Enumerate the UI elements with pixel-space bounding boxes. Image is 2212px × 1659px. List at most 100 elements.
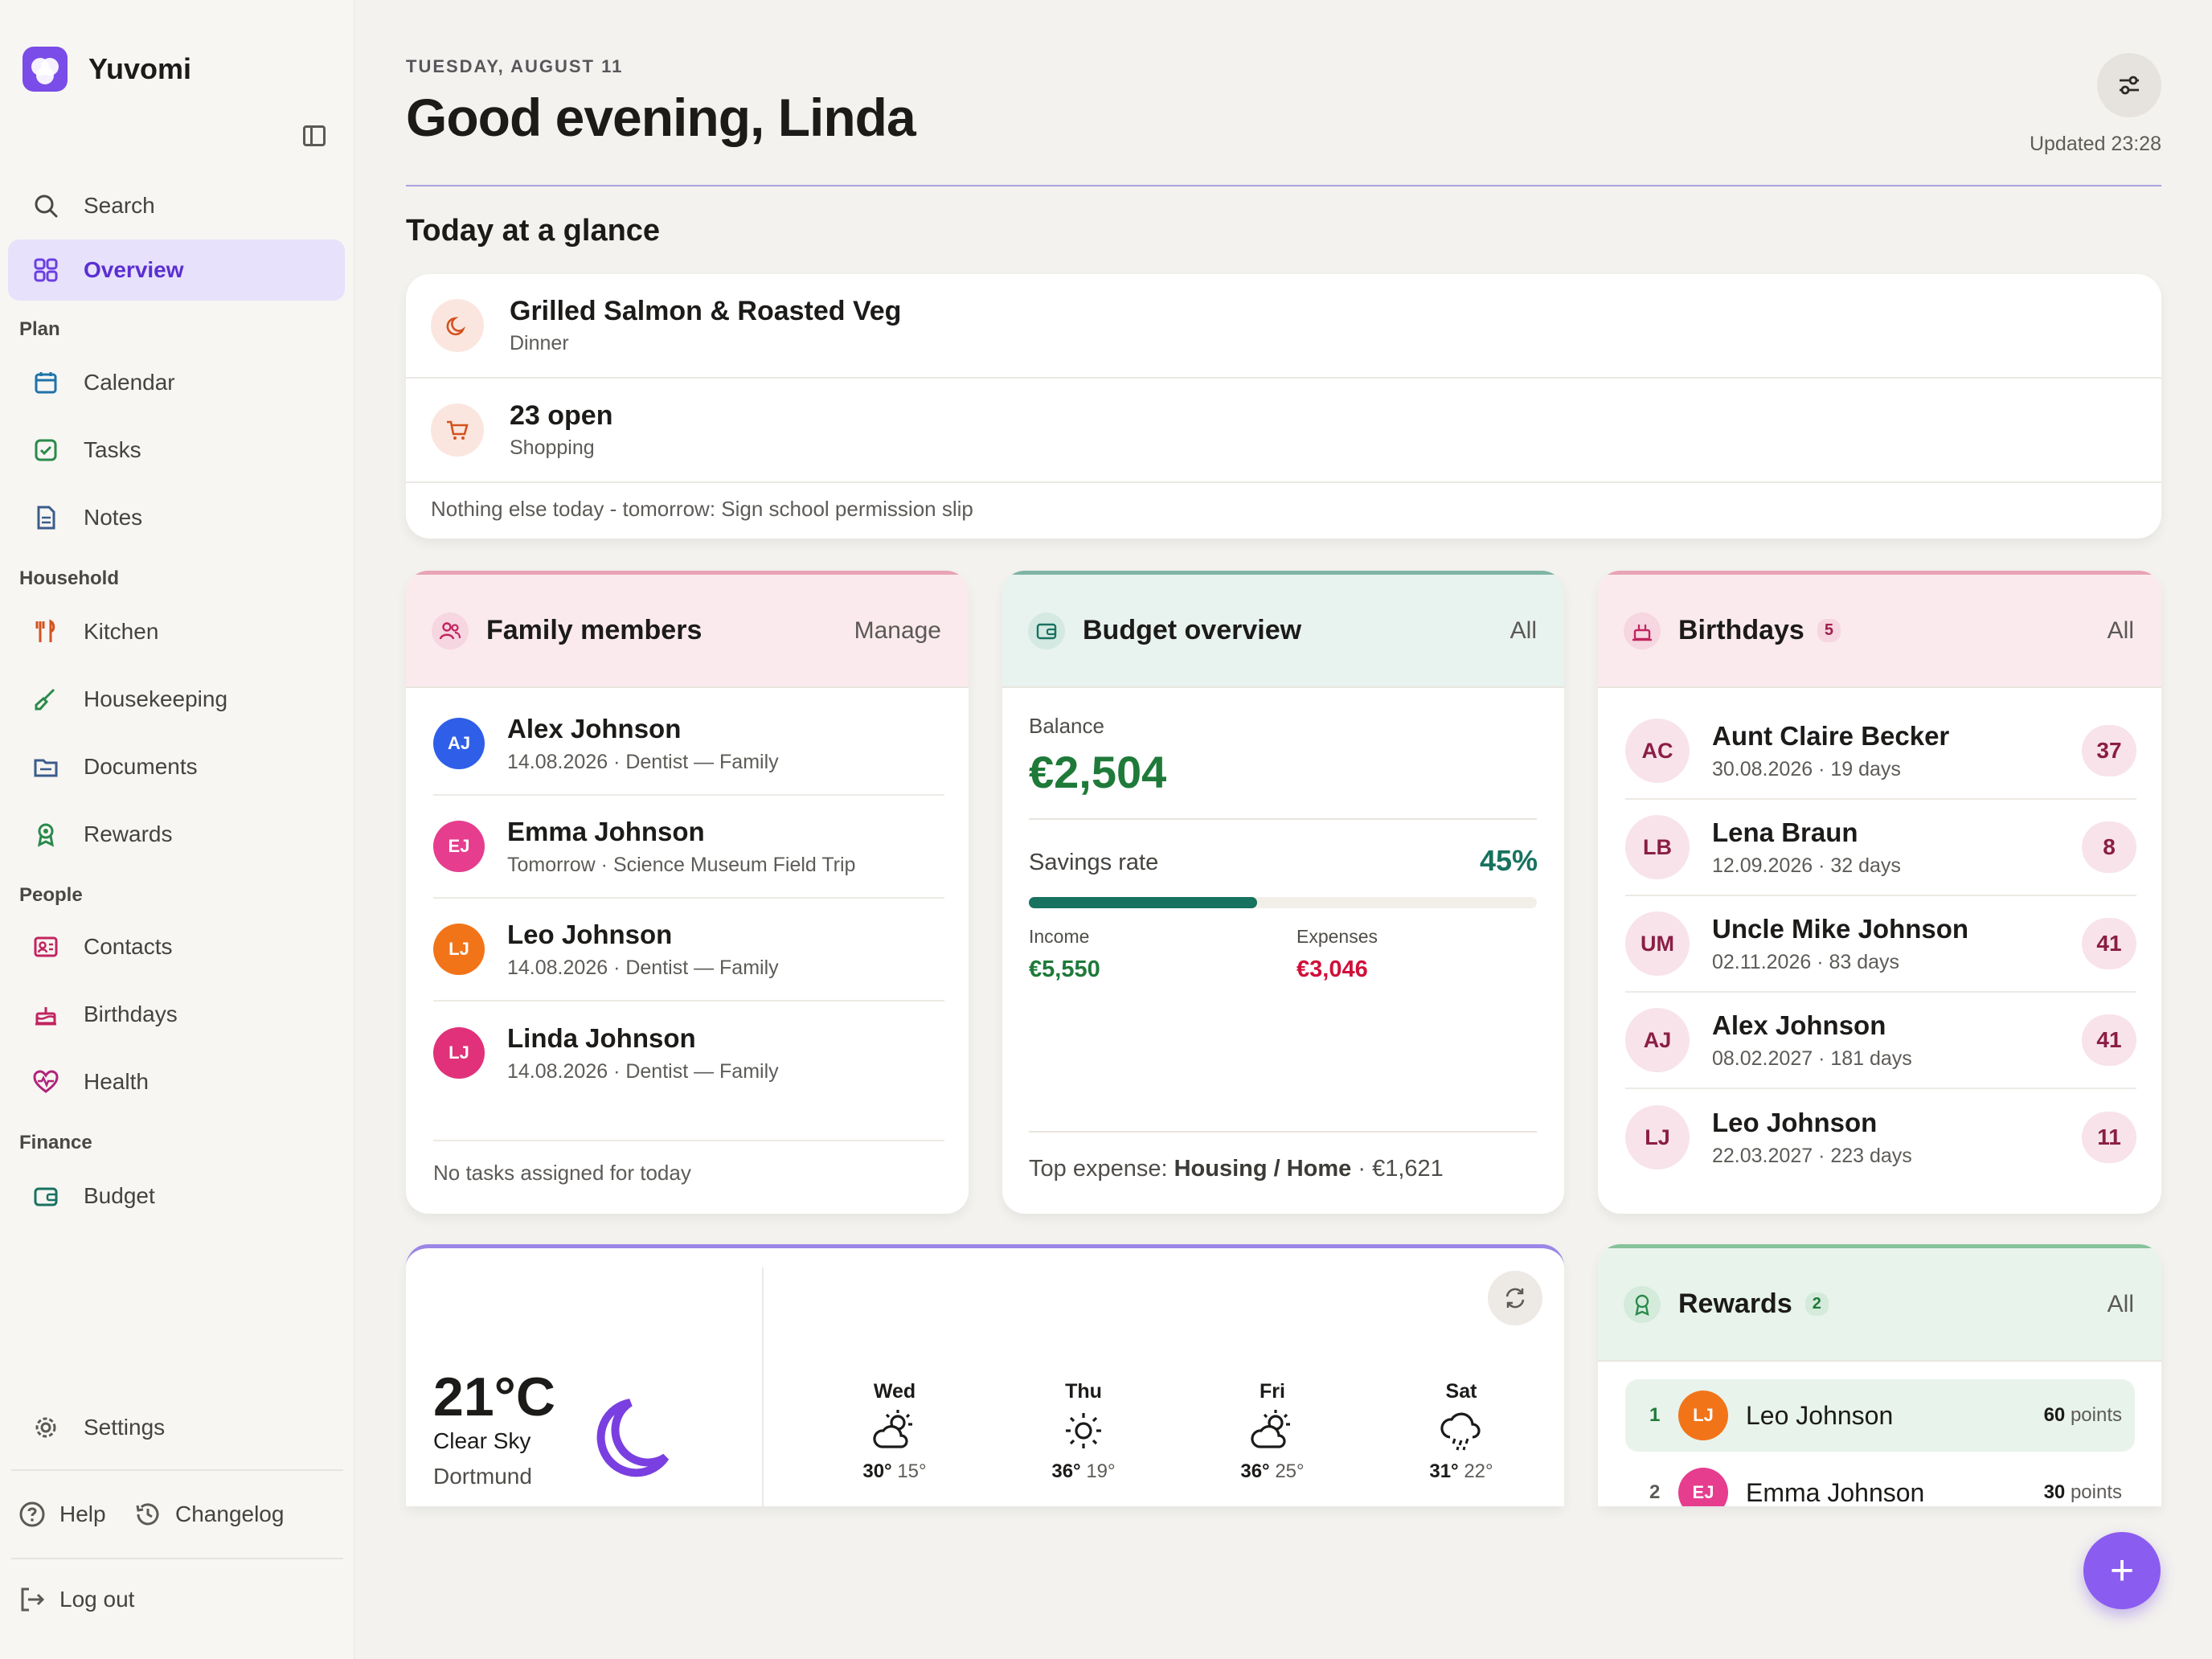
- sliders-icon: [2120, 76, 2139, 95]
- manage-family-link[interactable]: Manage: [854, 616, 941, 644]
- history-icon: [136, 1503, 159, 1526]
- top-expense: Top expense: Housing / Home · €1,621: [1029, 1156, 1444, 1182]
- today-glance-card: Grilled Salmon & Roasted Veg Dinner 23 o…: [406, 274, 2161, 539]
- leaderboard-row[interactable]: 2 EJ Emma Johnson 30 points: [1625, 1456, 2135, 1506]
- birthday-row[interactable]: UM Uncle Mike Johnson 02.11.2026 · 83 day…: [1625, 896, 2136, 993]
- glance-heading: Today at a glance: [406, 214, 661, 248]
- family-member-row[interactable]: AJ Alex Johnson 14.08.2026 · Dentist — Fa…: [433, 693, 944, 796]
- leaderboard-row[interactable]: 1 LJ Leo Johnson 60 points: [1625, 1379, 2135, 1452]
- dashboard-icon: [32, 256, 59, 284]
- expenses-label: Expenses: [1296, 926, 1378, 947]
- nav-overview[interactable]: Overview: [8, 240, 345, 301]
- member-detail: 14.08.2026 · Dentist — Family: [507, 750, 779, 773]
- birthday-detail: 30.08.2026 · 19 days: [1712, 757, 1901, 780]
- brand[interactable]: Yuvomi: [23, 47, 191, 92]
- rewards-card: Rewards 2 All 1 LJ Leo Johnson 60 points…: [1598, 1244, 2161, 1506]
- avatar: EJ: [433, 821, 485, 872]
- birthdays-card: Birthdays 5 All AC Aunt Claire Becker 30.…: [1598, 571, 2161, 1214]
- heart-pulse-icon: [32, 1068, 59, 1096]
- birthday-name: Lena Braun: [1712, 817, 1858, 847]
- nav-documents-label: Documents: [84, 754, 198, 779]
- nav-kitchen[interactable]: Kitchen: [8, 601, 345, 662]
- changelog-label: Changelog: [175, 1501, 285, 1526]
- nav-tasks[interactable]: Tasks: [8, 420, 345, 481]
- forecast-day: Sat 31° 22°: [1397, 1380, 1526, 1483]
- budget-all-link[interactable]: All: [1509, 616, 1537, 644]
- collapse-sidebar-icon[interactable]: [303, 125, 326, 146]
- forecast-low: 19°: [1086, 1460, 1116, 1482]
- nav-health-label: Health: [84, 1069, 149, 1094]
- balance-label: Balance: [1029, 714, 1104, 738]
- nav-rewards[interactable]: Rewards: [8, 804, 345, 865]
- nav-budget[interactable]: Budget: [8, 1165, 345, 1227]
- points-unit: points: [2070, 1404, 2122, 1426]
- nav-housekeeping[interactable]: Housekeeping: [8, 669, 345, 730]
- rewards-all-link[interactable]: All: [2107, 1290, 2134, 1317]
- refresh-icon: [1505, 1288, 1525, 1309]
- nav-calendar[interactable]: Calendar: [8, 352, 345, 413]
- birthday-row[interactable]: LJ Leo Johnson 22.03.2027 · 223 days 11: [1625, 1089, 2136, 1186]
- divider: [1029, 1131, 1537, 1133]
- users-icon: [432, 612, 469, 649]
- expenses-value: €3,046: [1296, 956, 1368, 982]
- family-member-row[interactable]: LJ Linda Johnson 14.08.2026 · Dentist — F…: [433, 1002, 944, 1104]
- partly-cloudy-icon: [1208, 1408, 1337, 1457]
- add-button[interactable]: +: [2083, 1532, 2161, 1609]
- calendar-icon: [32, 369, 59, 396]
- sidebar: Yuvomi Search Overview Plan Calendar Tas…: [0, 0, 354, 1659]
- wallet-icon: [1028, 612, 1065, 649]
- birthday-row[interactable]: AC Aunt Claire Becker 30.08.2026 · 19 day…: [1625, 703, 2136, 800]
- logout-icon: [21, 1587, 45, 1612]
- budget-card: Budget overview All Balance €2,504 Savin…: [1002, 571, 1564, 1214]
- section-household: Household: [19, 567, 119, 589]
- nav-contacts[interactable]: Contacts: [8, 916, 345, 977]
- sun-icon: [1019, 1408, 1148, 1457]
- refresh-weather-button[interactable]: [1488, 1271, 1542, 1325]
- nav-contacts-label: Contacts: [84, 934, 173, 959]
- nav-search[interactable]: Search: [8, 175, 345, 236]
- nav-settings[interactable]: Settings: [8, 1397, 345, 1458]
- avatar: UM: [1625, 911, 1690, 976]
- birthday-detail: 12.09.2026 · 32 days: [1712, 854, 1901, 877]
- logout-link[interactable]: Log out: [18, 1585, 134, 1614]
- family-member-row[interactable]: LJ Leo Johnson 14.08.2026 · Dentist — Fam…: [433, 899, 944, 1002]
- nav-notes[interactable]: Notes: [8, 487, 345, 548]
- birthdays-all-link[interactable]: All: [2107, 616, 2134, 644]
- shopping-row[interactable]: 23 open Shopping: [406, 379, 2161, 483]
- app-logo-icon: [23, 47, 68, 92]
- nav-kitchen-label: Kitchen: [84, 619, 159, 644]
- wallet-icon: [32, 1182, 59, 1210]
- forecast-day: Fri 36° 25°: [1208, 1380, 1337, 1483]
- avatar: LJ: [1678, 1391, 1728, 1440]
- help-link[interactable]: Help: [18, 1500, 106, 1529]
- page-title: Good evening, Linda: [406, 88, 916, 147]
- header-divider: [406, 185, 2161, 186]
- birthdays-card-header: Birthdays 5 All: [1598, 571, 2161, 688]
- shopping-subtitle: Shopping: [510, 436, 595, 459]
- member-name: Alex Johnson: [507, 713, 682, 743]
- help-label: Help: [59, 1501, 106, 1526]
- leaderboard-name: Leo Johnson: [1746, 1400, 1894, 1430]
- glance-note: Nothing else today - tomorrow: Sign scho…: [431, 497, 973, 521]
- income-value: €5,550: [1029, 956, 1100, 982]
- moon-icon: [431, 299, 484, 352]
- nav-birthdays[interactable]: Birthdays: [8, 984, 345, 1045]
- member-name: Linda Johnson: [507, 1022, 696, 1053]
- leaderboard-points: 30 points: [2044, 1481, 2122, 1504]
- family-member-row[interactable]: EJ Emma Johnson Tomorrow · Science Museum…: [433, 796, 944, 899]
- nav-health[interactable]: Health: [8, 1051, 345, 1112]
- leaderboard-rank: 1: [1649, 1404, 1661, 1426]
- changelog-link[interactable]: Changelog: [133, 1500, 284, 1529]
- filter-button[interactable]: [2097, 53, 2161, 117]
- birthday-row[interactable]: LB Lena Braun 12.09.2026 · 32 days 8: [1625, 800, 2136, 896]
- shopping-title: 23 open: [510, 400, 613, 431]
- birthdays-card-title: Birthdays: [1678, 615, 1804, 645]
- birthday-age-badge: 8: [2082, 821, 2136, 873]
- nav-documents[interactable]: Documents: [8, 736, 345, 797]
- avatar: LJ: [1625, 1105, 1690, 1169]
- forecast-low: 15°: [897, 1460, 927, 1482]
- folder-icon: [32, 753, 59, 780]
- birthday-row[interactable]: AJ Alex Johnson 08.02.2027 · 181 days 41: [1625, 993, 2136, 1089]
- member-detail: 14.08.2026 · Dentist — Family: [507, 956, 779, 979]
- meal-row[interactable]: Grilled Salmon & Roasted Veg Dinner: [406, 274, 2161, 379]
